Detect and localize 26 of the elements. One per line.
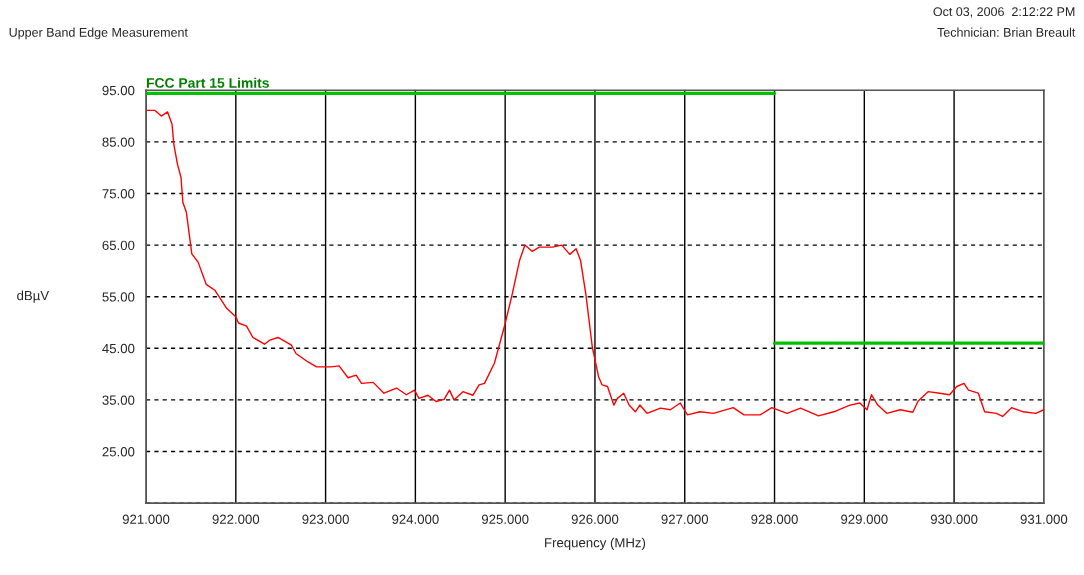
- x-tick-label: 925.000: [481, 514, 529, 524]
- x-tick-label: 931.000: [1020, 514, 1068, 524]
- y-tick-label: 25.00: [102, 447, 135, 457]
- y-tick-label: 65.00: [102, 240, 135, 250]
- y-tick-label: 35.00: [102, 395, 135, 405]
- text: Technician: Brian Breault: [937, 27, 1076, 37]
- x-tick-label: 930.000: [930, 514, 978, 524]
- y-tick-label: 85.00: [102, 137, 135, 147]
- y-tick-label: 95.00: [102, 85, 135, 96]
- x-tick-label: 927.000: [661, 514, 709, 524]
- y-tick-label: 75.00: [102, 189, 135, 199]
- x-tick-label: 922.000: [212, 514, 260, 524]
- y-tick-label: 45.00: [102, 343, 135, 354]
- x-tick-label: 926.000: [571, 514, 619, 524]
- series-label: FCC Part 15 Limits: [146, 77, 269, 88]
- x-tick-label: 928.000: [751, 514, 798, 524]
- text: Upper Band Edge Measurement: [9, 27, 188, 40]
- text: Oct 03, 2006 2:12:22 PM: [933, 7, 1075, 18]
- x-tick-label: 923.000: [302, 514, 349, 524]
- y-axis-title: dBµV: [17, 290, 50, 303]
- x-tick-label: 921.000: [122, 514, 170, 524]
- y-tick-label: 55.00: [102, 292, 135, 302]
- line-series: [146, 109, 1044, 418]
- x-tick-label: 929.000: [841, 514, 888, 524]
- x-axis-title: Frequency (MHz): [545, 537, 646, 550]
- x-tick-label: 924.000: [392, 514, 439, 524]
